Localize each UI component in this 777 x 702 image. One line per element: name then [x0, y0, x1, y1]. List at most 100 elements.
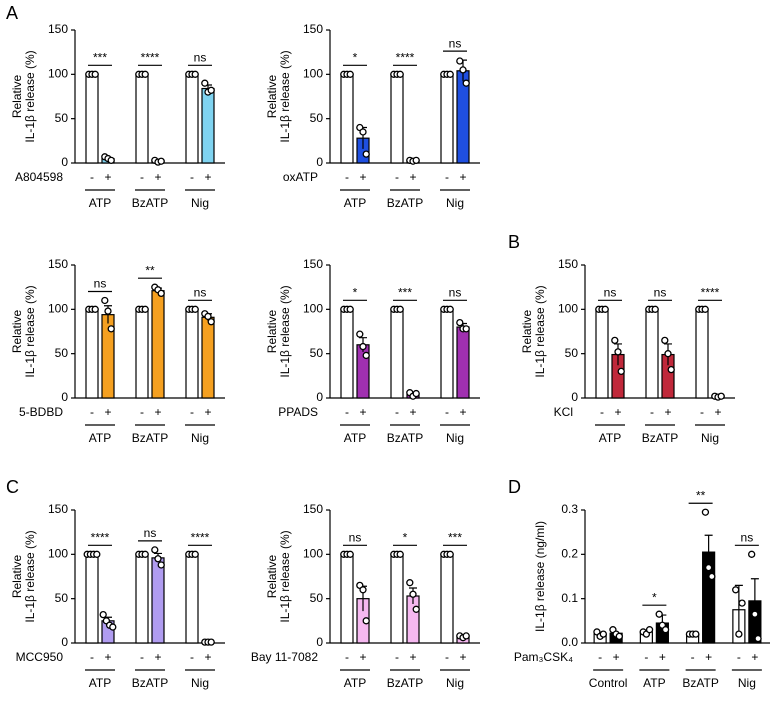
- condition-label: +: [409, 405, 416, 419]
- bar: [645, 308, 659, 399]
- condition-label: +: [659, 650, 666, 664]
- condition-label: +: [705, 650, 712, 664]
- significance-label: ns: [194, 286, 207, 300]
- condition-label: -: [90, 170, 94, 184]
- data-point: [359, 128, 367, 136]
- y-tick-label: 50: [55, 111, 69, 125]
- significance-label: **: [696, 488, 706, 502]
- condition-label: -: [90, 405, 94, 419]
- data-point: [99, 610, 107, 619]
- condition-label: -: [140, 405, 144, 419]
- data-point: [191, 305, 199, 313]
- condition-label: +: [104, 170, 111, 184]
- bar: [151, 290, 165, 399]
- y-tick-label: 150: [48, 22, 68, 36]
- condition-label: +: [409, 650, 416, 664]
- y-tick-label: 0: [316, 390, 323, 404]
- significance-label: ns: [194, 51, 207, 65]
- y-tick-label: 0.0: [561, 635, 578, 649]
- data-point: [754, 634, 762, 643]
- data-point: [191, 550, 199, 558]
- condition-label: -: [395, 405, 399, 419]
- y-axis-label: IL-1β release (%): [23, 50, 37, 142]
- group-label: ATP: [89, 196, 111, 210]
- data-point: [661, 626, 670, 634]
- y-tick-label: 150: [303, 257, 323, 271]
- data-point: [107, 156, 115, 164]
- group-label: BzATP: [132, 676, 168, 690]
- data-point: [738, 599, 746, 607]
- significance-label: ***: [93, 51, 107, 65]
- condition-label: -: [190, 170, 194, 184]
- condition-label: +: [154, 650, 161, 664]
- significance-label: ns: [449, 36, 462, 50]
- condition-label: +: [714, 405, 721, 419]
- y-tick-label: 100: [48, 302, 68, 316]
- data-point: [601, 305, 609, 313]
- panel-letter: B: [508, 232, 520, 252]
- y-tick-label: 50: [310, 111, 324, 125]
- y-tick-label: 50: [310, 591, 324, 605]
- y-tick-label: 150: [48, 257, 68, 271]
- significance-label: ****: [141, 51, 160, 65]
- condition-label: -: [345, 650, 349, 664]
- bar: [151, 557, 165, 644]
- y-tick-label: 0.2: [561, 547, 578, 561]
- data-point: [446, 550, 454, 558]
- y-axis-label: Relative: [265, 555, 279, 599]
- data-point: [151, 546, 159, 554]
- y-axis-label: Relative: [265, 75, 279, 119]
- treatment-label: Pam₃CSK₄: [514, 650, 573, 664]
- treatment-label: Bay 11-7082: [251, 650, 318, 664]
- data-point: [396, 550, 404, 558]
- condition-label: -: [700, 405, 704, 419]
- condition-label: +: [664, 405, 671, 419]
- condition-label: -: [445, 170, 449, 184]
- bar: [340, 553, 354, 644]
- y-axis-label: Relative: [10, 310, 24, 354]
- data-point: [412, 389, 420, 398]
- treatment-label: KCl: [554, 405, 573, 419]
- group-label: BzATP: [682, 676, 718, 690]
- y-tick-label: 0.1: [561, 591, 578, 605]
- group-label: Control: [589, 676, 628, 690]
- data-point: [708, 572, 716, 581]
- group-label: BzATP: [387, 431, 423, 445]
- treatment-label: oxATP: [283, 170, 318, 184]
- panel-letter: D: [508, 477, 521, 497]
- condition-label: +: [751, 650, 758, 664]
- bar: [85, 308, 99, 399]
- condition-label: +: [359, 405, 366, 419]
- group-label: Nig: [191, 676, 209, 690]
- group-label: Nig: [446, 196, 464, 210]
- y-axis-label: Relative: [10, 75, 24, 119]
- y-tick-label: 100: [303, 67, 323, 81]
- group-label: ATP: [344, 431, 366, 445]
- condition-label: +: [359, 650, 366, 664]
- data-point: [141, 305, 149, 313]
- bar: [135, 73, 149, 164]
- data-point: [611, 336, 619, 345]
- condition-label: -: [345, 405, 349, 419]
- data-point: [614, 348, 622, 356]
- condition-label: -: [190, 650, 194, 664]
- condition-label: -: [140, 650, 144, 664]
- error-bar: [704, 534, 713, 569]
- group-label: BzATP: [132, 431, 168, 445]
- condition-label: +: [359, 170, 366, 184]
- group-label: Nig: [701, 431, 719, 445]
- bar: [390, 308, 404, 399]
- data-point: [91, 70, 99, 78]
- bar: [340, 308, 354, 399]
- data-point: [701, 508, 710, 516]
- data-point: [157, 561, 165, 569]
- data-point: [462, 632, 470, 640]
- group-label: ATP: [344, 676, 366, 690]
- y-axis-label: Relative: [10, 555, 24, 599]
- bar: [201, 316, 215, 399]
- data-point: [356, 330, 364, 338]
- condition-label: -: [140, 170, 144, 184]
- group-label: Nig: [191, 431, 209, 445]
- condition-label: +: [614, 405, 621, 419]
